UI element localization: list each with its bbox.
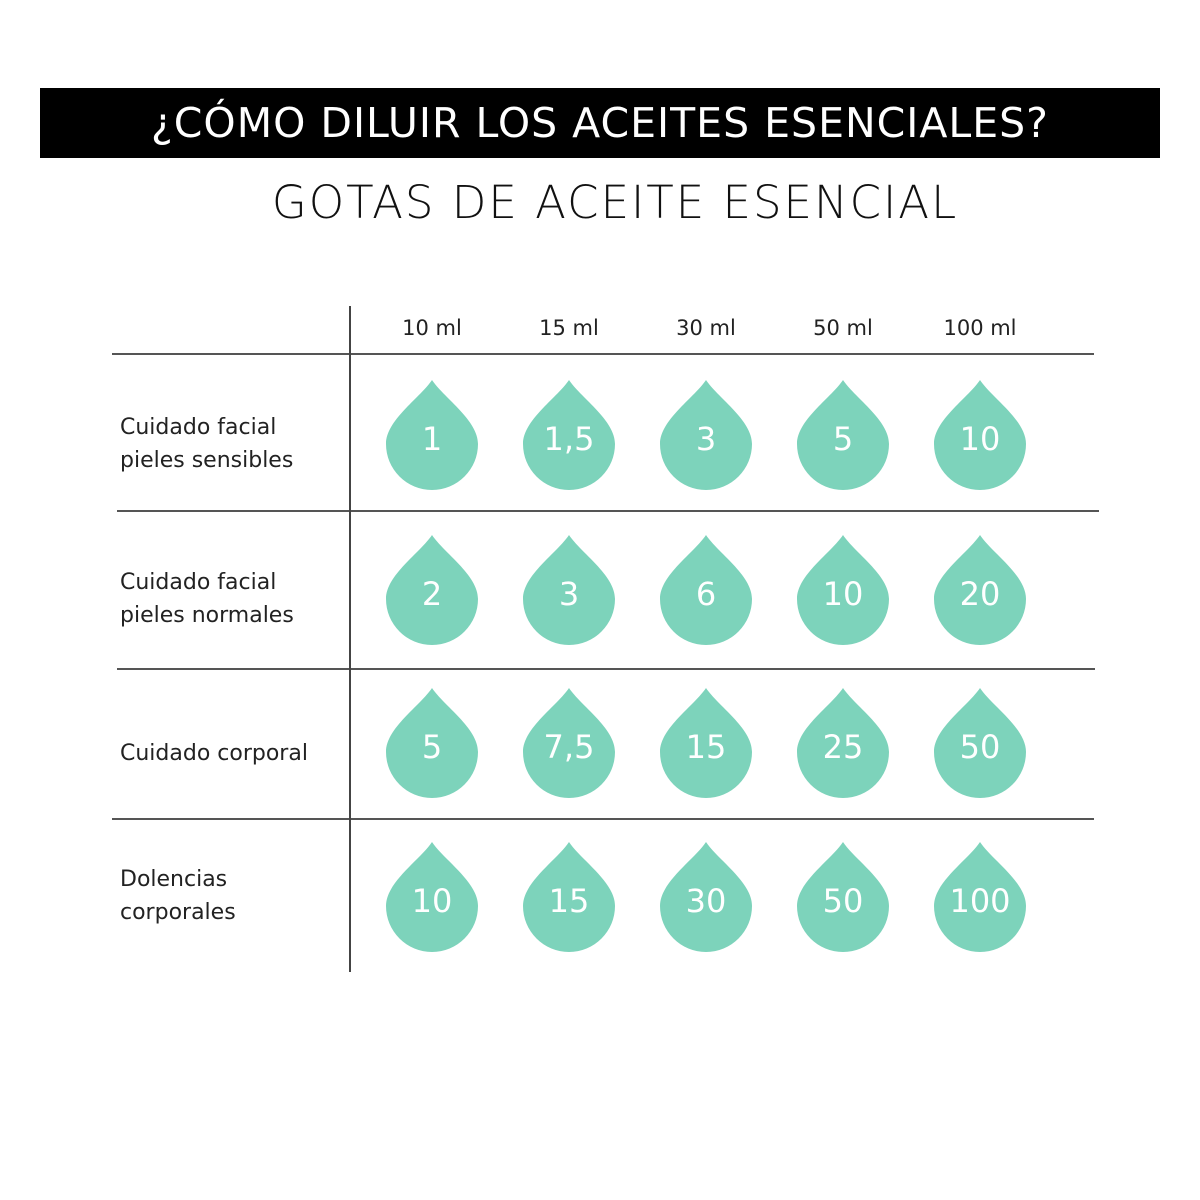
drop-icon xyxy=(660,688,752,798)
drop-value: 3 xyxy=(660,380,752,490)
row-label: Dolencias corporales xyxy=(120,863,236,929)
drop-value: 30 xyxy=(660,842,752,952)
drop-icon xyxy=(934,535,1026,645)
row-divider xyxy=(112,818,1094,820)
drop-icon xyxy=(523,688,615,798)
drop-number: 1 xyxy=(421,420,443,458)
drop-icon xyxy=(386,688,478,798)
drop-icon xyxy=(386,535,478,645)
drop-icon xyxy=(934,688,1026,798)
drop-icon xyxy=(934,380,1026,490)
row-label-line: corporales xyxy=(120,900,236,925)
drop-number: 20 xyxy=(959,575,1001,613)
drop-value: 7,5 xyxy=(523,688,615,798)
drop-value: 10 xyxy=(797,535,889,645)
drop-value: 50 xyxy=(797,842,889,952)
drop-number: 2 xyxy=(421,575,443,613)
drop-number: 10 xyxy=(959,420,1001,458)
drop-number: 30 xyxy=(685,882,727,920)
drop-icon xyxy=(523,535,615,645)
drop-number: 6 xyxy=(695,575,717,613)
drop-value: 1 xyxy=(386,380,478,490)
header-divider xyxy=(112,353,1094,355)
column-divider xyxy=(349,306,351,972)
drop-value: 50 xyxy=(934,688,1026,798)
drop-number: 15 xyxy=(685,728,727,766)
drop-number: 5 xyxy=(421,728,443,766)
drop-number: 50 xyxy=(822,882,864,920)
row-label: Cuidado facial pieles sensibles xyxy=(120,411,293,477)
drop-icon xyxy=(523,380,615,490)
drop-icon xyxy=(386,380,478,490)
drop-value: 5 xyxy=(797,380,889,490)
drop-value: 15 xyxy=(523,842,615,952)
title: ¿CÓMO DILUIR LOS ACEITES ESENCIALES? xyxy=(151,99,1049,147)
drop-icon xyxy=(523,842,615,952)
row-label-line: Cuidado facial xyxy=(120,415,277,440)
column-header: 100 ml xyxy=(943,316,1017,340)
drop-value: 15 xyxy=(660,688,752,798)
drop-value: 20 xyxy=(934,535,1026,645)
drop-icon xyxy=(660,535,752,645)
drop-number: 15 xyxy=(548,882,590,920)
drop-icon xyxy=(660,380,752,490)
title-banner: ¿CÓMO DILUIR LOS ACEITES ESENCIALES? xyxy=(40,88,1160,158)
drop-value: 6 xyxy=(660,535,752,645)
row-label: Cuidado corporal xyxy=(120,737,308,770)
row-label-line: pieles normales xyxy=(120,603,294,628)
row-label: Cuidado facial pieles normales xyxy=(120,566,294,632)
drop-number: 3 xyxy=(558,575,580,613)
drop-value: 2 xyxy=(386,535,478,645)
column-header: 15 ml xyxy=(539,316,599,340)
row-divider xyxy=(117,668,1095,670)
drop-value: 10 xyxy=(934,380,1026,490)
row-divider xyxy=(117,510,1099,512)
row-label-line: Dolencias xyxy=(120,867,228,892)
drop-value: 10 xyxy=(386,842,478,952)
row-label-line: pieles sensibles xyxy=(120,448,294,473)
row-label-line: Cuidado facial xyxy=(120,570,277,595)
column-header: 10 ml xyxy=(402,316,462,340)
drop-number: 25 xyxy=(822,728,864,766)
drop-number: 5 xyxy=(832,420,854,458)
drop-icon xyxy=(934,842,1026,952)
drop-value: 5 xyxy=(386,688,478,798)
column-header: 30 ml xyxy=(676,316,736,340)
column-header: 50 ml xyxy=(813,316,873,340)
drop-icon xyxy=(386,842,478,952)
drop-value: 25 xyxy=(797,688,889,798)
drop-number: 7,5 xyxy=(543,728,595,766)
drop-value: 100 xyxy=(934,842,1026,952)
subtitle: GOTAS DE ACEITE ESENCIAL xyxy=(271,176,959,229)
drop-value: 3 xyxy=(523,535,615,645)
drop-number: 100 xyxy=(949,882,1011,920)
drop-number: 50 xyxy=(959,728,1001,766)
drop-number: 3 xyxy=(695,420,717,458)
row-label-line: Cuidado corporal xyxy=(120,741,308,766)
drop-icon xyxy=(797,688,889,798)
drop-icon xyxy=(797,380,889,490)
drop-number: 10 xyxy=(822,575,864,613)
drop-number: 10 xyxy=(411,882,453,920)
drop-value: 1,5 xyxy=(523,380,615,490)
drop-number: 1,5 xyxy=(543,420,595,458)
drop-icon xyxy=(797,535,889,645)
drop-icon xyxy=(797,842,889,952)
drop-icon xyxy=(660,842,752,952)
